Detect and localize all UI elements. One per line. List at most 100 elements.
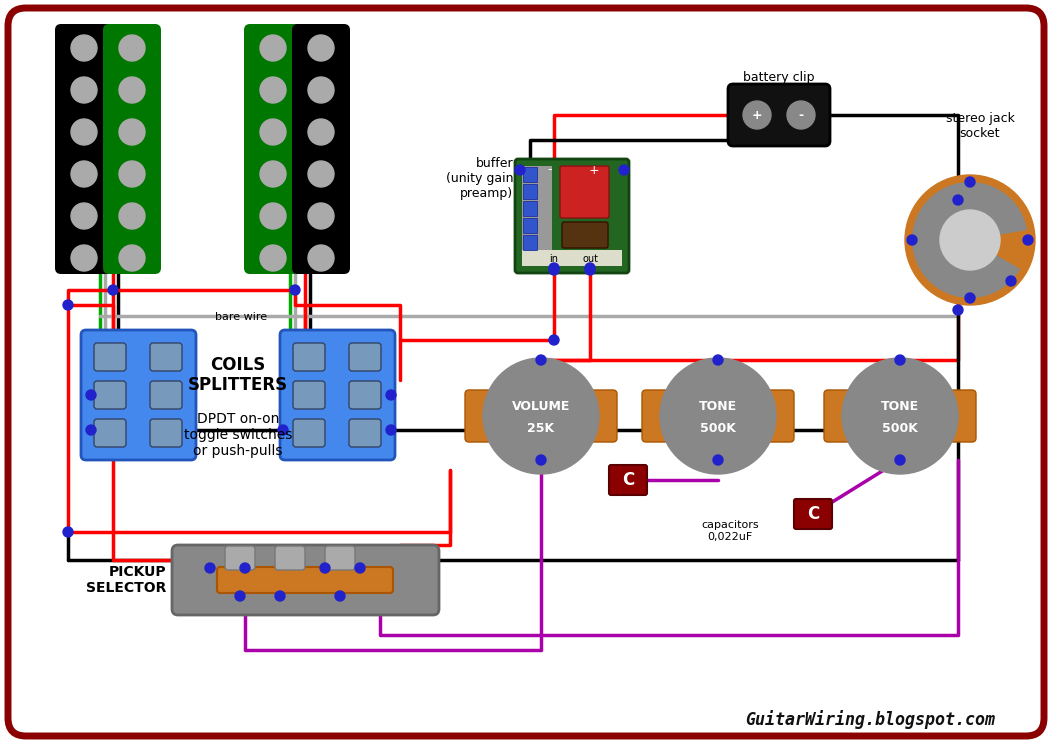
Circle shape bbox=[308, 161, 333, 187]
Circle shape bbox=[308, 245, 333, 271]
Text: DPDT on-on
toggle switches
or push-pulls: DPDT on-on toggle switches or push-pulls bbox=[184, 411, 292, 458]
Text: -: - bbox=[798, 109, 804, 121]
Circle shape bbox=[335, 591, 345, 601]
Circle shape bbox=[953, 305, 963, 315]
Circle shape bbox=[119, 35, 145, 61]
Text: buffer
(unity gain
preamp): buffer (unity gain preamp) bbox=[445, 157, 513, 200]
Circle shape bbox=[965, 293, 975, 303]
FancyBboxPatch shape bbox=[465, 390, 501, 442]
Circle shape bbox=[308, 77, 333, 103]
Circle shape bbox=[260, 161, 286, 187]
Circle shape bbox=[70, 35, 97, 61]
Circle shape bbox=[537, 355, 546, 365]
Wedge shape bbox=[912, 182, 1027, 298]
FancyBboxPatch shape bbox=[523, 184, 537, 199]
FancyBboxPatch shape bbox=[275, 546, 305, 570]
Circle shape bbox=[386, 425, 396, 435]
Circle shape bbox=[895, 355, 905, 365]
FancyBboxPatch shape bbox=[522, 166, 552, 266]
Circle shape bbox=[515, 165, 525, 175]
Circle shape bbox=[119, 245, 145, 271]
Text: -: - bbox=[548, 164, 552, 176]
FancyBboxPatch shape bbox=[642, 390, 677, 442]
Circle shape bbox=[260, 35, 286, 61]
Circle shape bbox=[86, 390, 96, 400]
FancyBboxPatch shape bbox=[609, 465, 647, 495]
FancyBboxPatch shape bbox=[349, 419, 381, 447]
FancyBboxPatch shape bbox=[150, 381, 182, 409]
Circle shape bbox=[63, 527, 73, 537]
Circle shape bbox=[895, 455, 905, 465]
Circle shape bbox=[86, 425, 96, 435]
FancyBboxPatch shape bbox=[562, 222, 608, 248]
Text: stereo jack
socket: stereo jack socket bbox=[946, 112, 1014, 140]
FancyBboxPatch shape bbox=[292, 24, 350, 274]
Text: 25K: 25K bbox=[527, 422, 554, 434]
FancyBboxPatch shape bbox=[349, 343, 381, 371]
Circle shape bbox=[308, 203, 333, 229]
FancyBboxPatch shape bbox=[294, 343, 325, 371]
Circle shape bbox=[940, 210, 1000, 270]
Circle shape bbox=[743, 101, 771, 129]
Circle shape bbox=[260, 119, 286, 145]
Circle shape bbox=[275, 591, 285, 601]
FancyBboxPatch shape bbox=[150, 343, 182, 371]
Text: battery clip: battery clip bbox=[744, 71, 814, 84]
Circle shape bbox=[537, 455, 546, 465]
Circle shape bbox=[278, 425, 288, 435]
Circle shape bbox=[290, 285, 300, 295]
FancyBboxPatch shape bbox=[217, 567, 393, 593]
Circle shape bbox=[70, 119, 97, 145]
Circle shape bbox=[63, 300, 73, 310]
Text: +: + bbox=[752, 109, 763, 121]
FancyBboxPatch shape bbox=[150, 419, 182, 447]
Text: TONE: TONE bbox=[699, 400, 737, 412]
FancyBboxPatch shape bbox=[94, 381, 126, 409]
Circle shape bbox=[549, 263, 559, 273]
FancyBboxPatch shape bbox=[728, 84, 830, 146]
Circle shape bbox=[119, 203, 145, 229]
Circle shape bbox=[320, 563, 330, 573]
Circle shape bbox=[260, 245, 286, 271]
Circle shape bbox=[240, 563, 250, 573]
Circle shape bbox=[70, 77, 97, 103]
Circle shape bbox=[70, 203, 97, 229]
Circle shape bbox=[619, 165, 629, 175]
Circle shape bbox=[386, 390, 396, 400]
FancyBboxPatch shape bbox=[244, 24, 302, 274]
Circle shape bbox=[483, 358, 599, 474]
Circle shape bbox=[549, 265, 559, 275]
FancyBboxPatch shape bbox=[523, 201, 537, 216]
Text: out: out bbox=[582, 254, 598, 264]
FancyBboxPatch shape bbox=[940, 390, 976, 442]
Circle shape bbox=[1023, 235, 1033, 245]
Circle shape bbox=[842, 358, 958, 474]
FancyBboxPatch shape bbox=[171, 545, 439, 615]
Circle shape bbox=[119, 77, 145, 103]
FancyBboxPatch shape bbox=[522, 250, 622, 266]
Circle shape bbox=[549, 335, 559, 345]
Text: C: C bbox=[622, 471, 634, 489]
FancyBboxPatch shape bbox=[225, 546, 255, 570]
Circle shape bbox=[108, 285, 118, 295]
Circle shape bbox=[585, 265, 595, 275]
Circle shape bbox=[308, 119, 333, 145]
FancyBboxPatch shape bbox=[581, 390, 618, 442]
Circle shape bbox=[205, 563, 215, 573]
Circle shape bbox=[355, 563, 365, 573]
Circle shape bbox=[713, 455, 723, 465]
FancyBboxPatch shape bbox=[294, 419, 325, 447]
Text: capacitors
0,022uF: capacitors 0,022uF bbox=[702, 520, 758, 542]
FancyBboxPatch shape bbox=[81, 330, 196, 460]
Circle shape bbox=[70, 161, 97, 187]
Text: +: + bbox=[589, 164, 600, 176]
Circle shape bbox=[119, 161, 145, 187]
FancyBboxPatch shape bbox=[55, 24, 113, 274]
Circle shape bbox=[260, 203, 286, 229]
FancyBboxPatch shape bbox=[280, 330, 394, 460]
Circle shape bbox=[787, 101, 815, 129]
FancyBboxPatch shape bbox=[515, 159, 629, 273]
Circle shape bbox=[235, 591, 245, 601]
FancyBboxPatch shape bbox=[794, 499, 832, 529]
Text: VOLUME: VOLUME bbox=[512, 400, 570, 412]
